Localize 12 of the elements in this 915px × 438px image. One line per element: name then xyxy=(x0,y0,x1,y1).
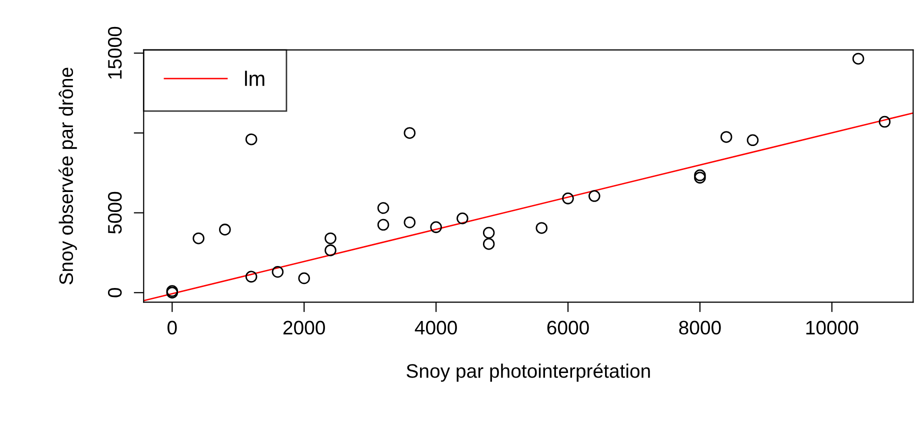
y-axis-title: Snoy observée par drône xyxy=(58,68,77,284)
y-tick-label: 0 xyxy=(108,288,122,298)
y-tick-label: 15000 xyxy=(108,26,122,79)
x-tick-label: 0 xyxy=(168,320,177,335)
x-tick-label: 6000 xyxy=(547,320,589,335)
y-tick-label: 5000 xyxy=(108,192,122,234)
x-tick-label: 4000 xyxy=(414,320,457,335)
x-tick-label: 2000 xyxy=(283,320,325,335)
x-axis-title: Snoy par photointerprétation xyxy=(406,363,650,382)
legend-label: lm xyxy=(245,70,264,86)
x-tick-label: 10000 xyxy=(806,320,858,335)
x-tick-label: 8000 xyxy=(679,320,721,335)
